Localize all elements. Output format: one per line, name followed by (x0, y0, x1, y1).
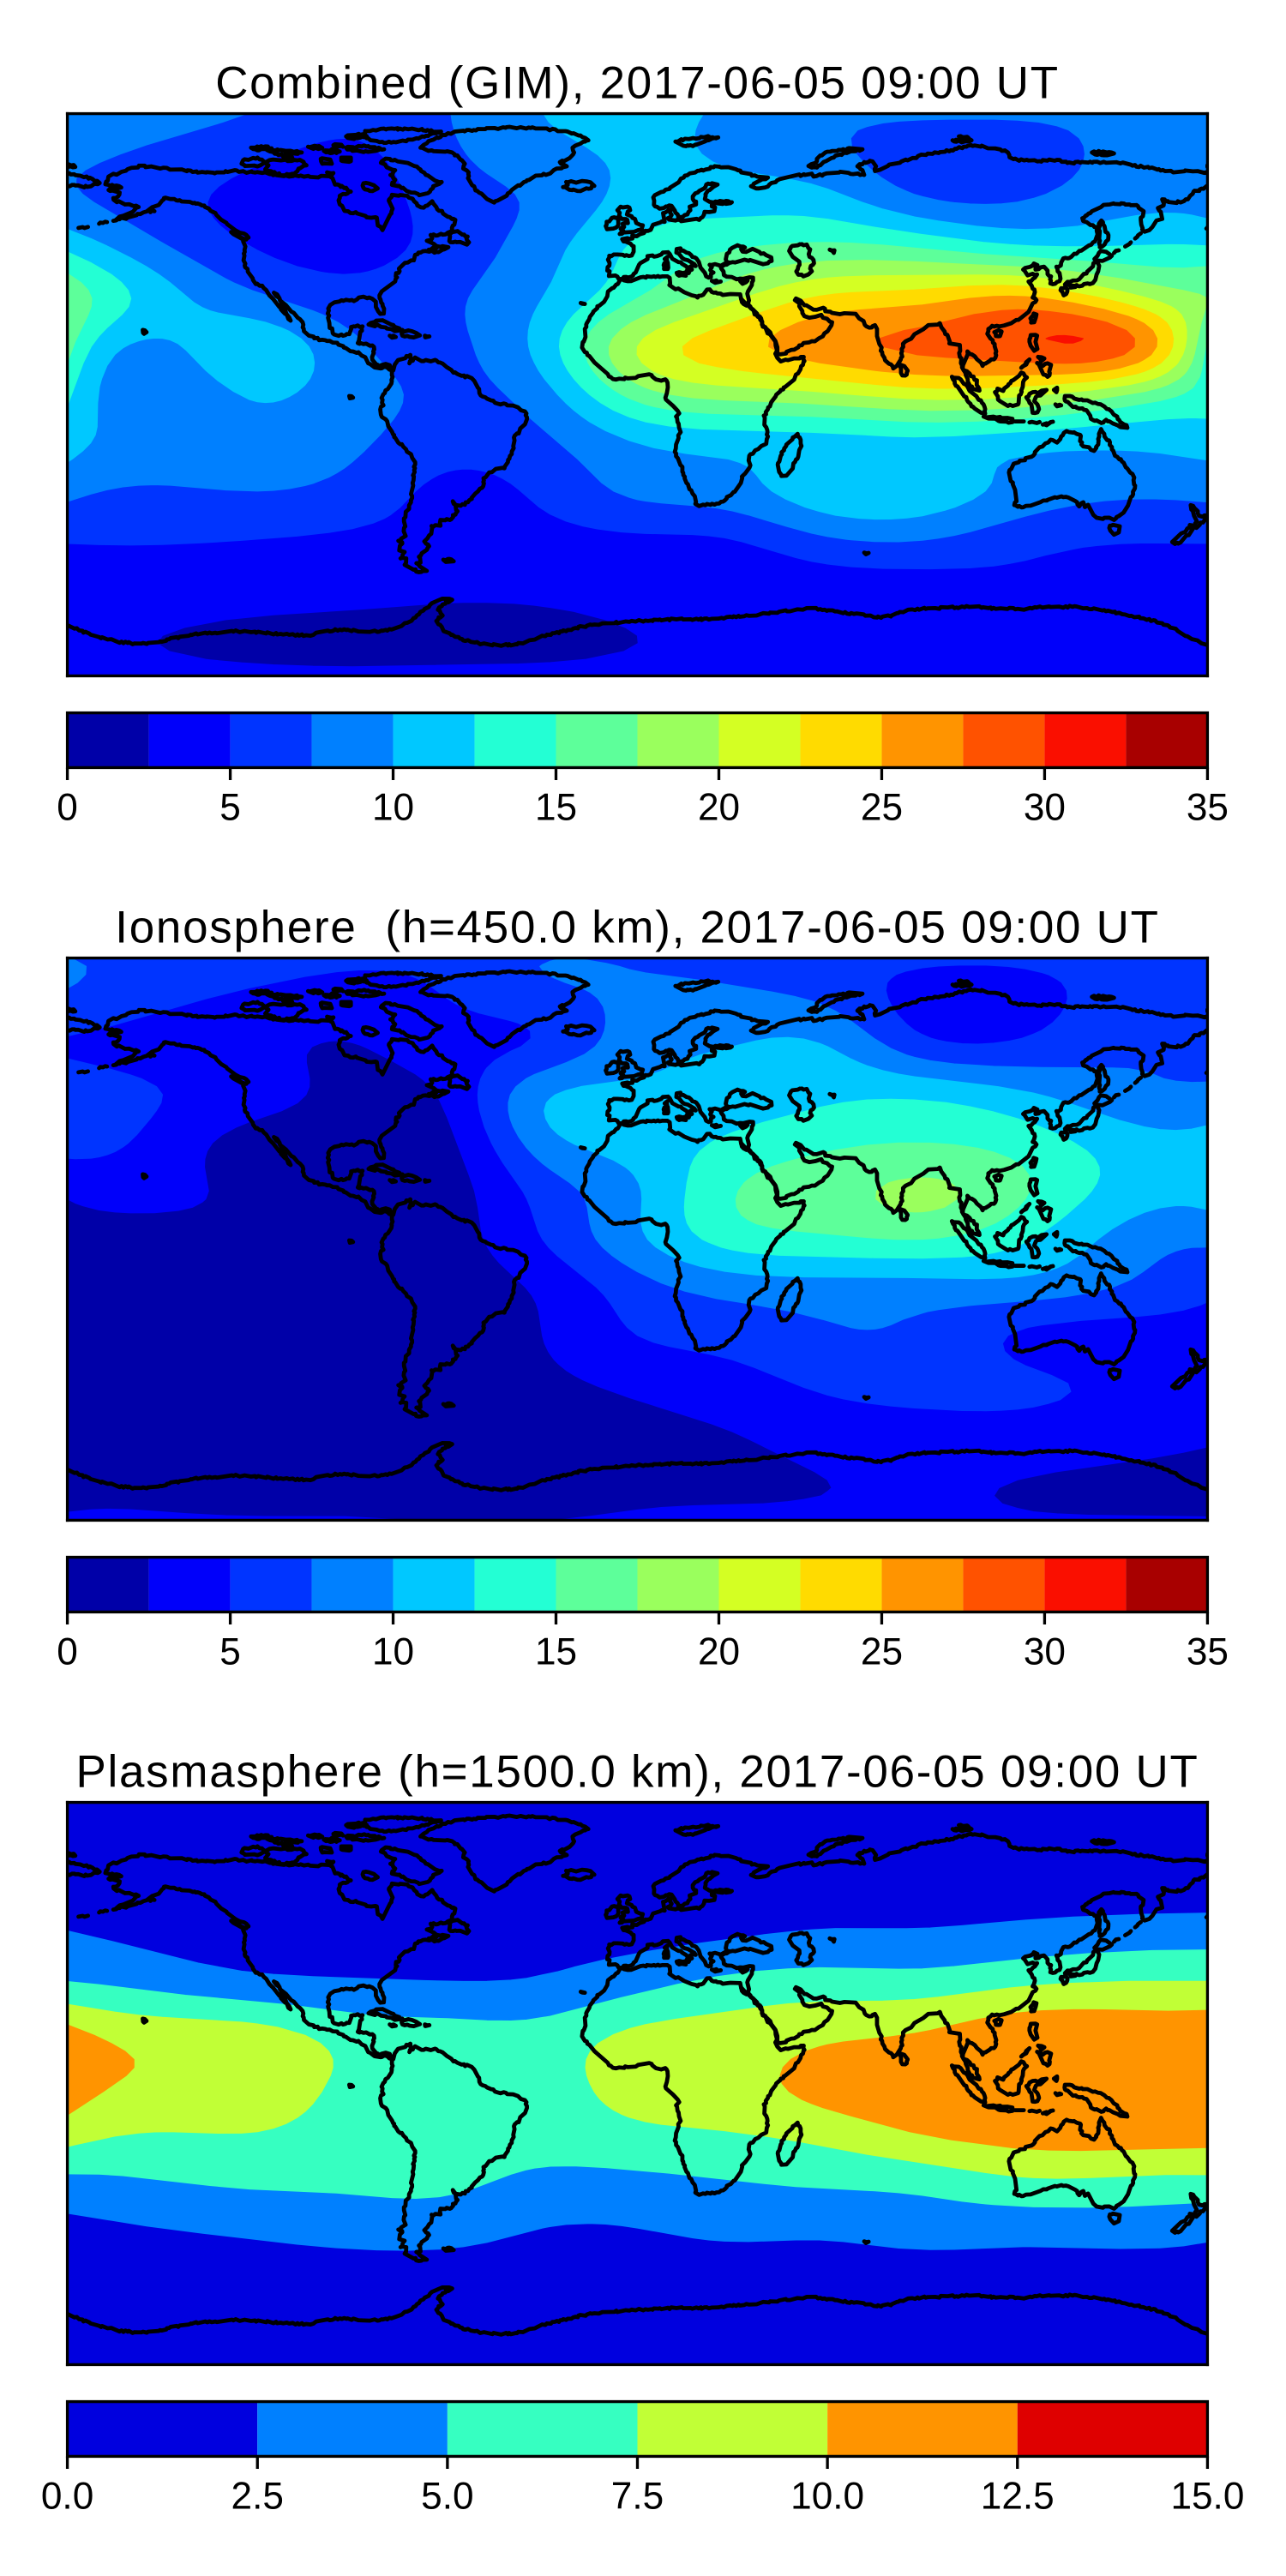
svg-text:20: 20 (698, 787, 740, 829)
svg-text:5.0: 5.0 (421, 2476, 473, 2518)
svg-text:Plasmasphere (h=1500.0 km), 20: Plasmasphere (h=1500.0 km), 2017-06-05 0… (75, 1747, 1199, 1798)
svg-text:0: 0 (57, 1631, 78, 1673)
svg-text:2.5: 2.5 (231, 2476, 284, 2518)
svg-text:10: 10 (372, 1631, 414, 1673)
svg-text:0: 0 (57, 787, 78, 829)
svg-text:35: 35 (1187, 1631, 1229, 1673)
svg-text:30: 30 (1024, 1631, 1066, 1673)
svg-text:12.5: 12.5 (981, 2476, 1055, 2518)
svg-text:7.5: 7.5 (611, 2476, 664, 2518)
svg-text:20: 20 (698, 1631, 740, 1673)
svg-text:15: 15 (535, 787, 577, 829)
svg-text:0.0: 0.0 (41, 2476, 93, 2518)
svg-text:15.0: 15.0 (1170, 2476, 1244, 2518)
svg-text:5: 5 (219, 1631, 241, 1673)
svg-text:25: 25 (861, 1631, 903, 1673)
svg-text:15: 15 (535, 1631, 577, 1673)
svg-text:10.0: 10.0 (790, 2476, 864, 2518)
svg-text:25: 25 (861, 787, 903, 829)
svg-text:Ionosphere (h=450.0 km), 2017: Ionosphere (h=450.0 km), 2017-06-05 09:0… (115, 903, 1159, 953)
svg-text:30: 30 (1024, 787, 1066, 829)
svg-text:Combined (GIM), 2017-06-05 09:: Combined (GIM), 2017-06-05 09:00 UT (215, 58, 1060, 109)
svg-text:35: 35 (1187, 787, 1229, 829)
svg-text:5: 5 (219, 787, 241, 829)
svg-text:10: 10 (372, 787, 414, 829)
